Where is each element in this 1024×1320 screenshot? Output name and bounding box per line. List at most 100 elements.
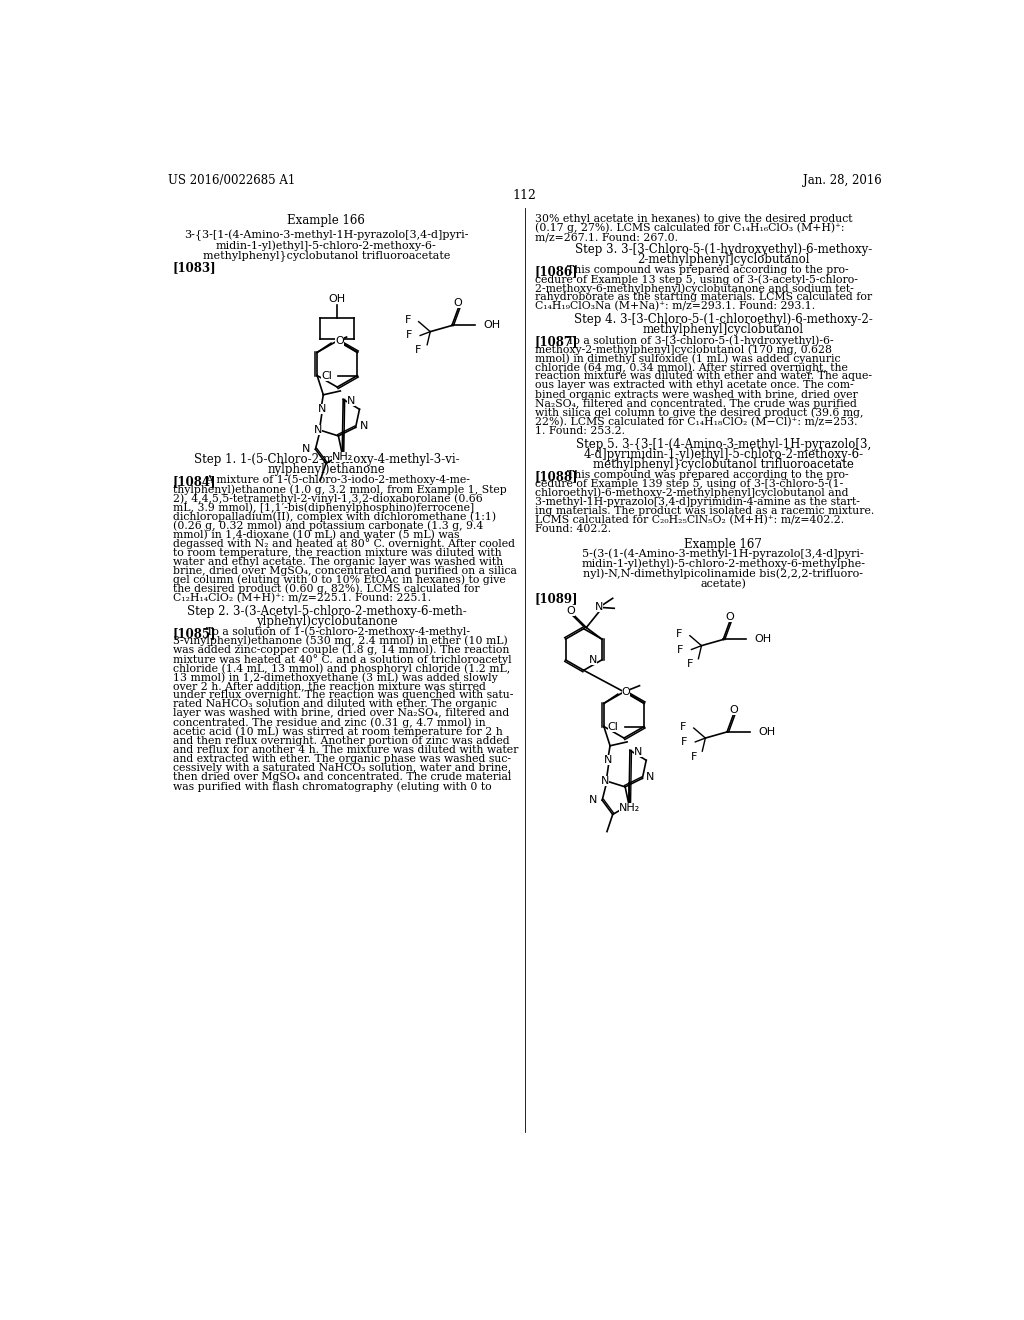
Text: C₁₄H₁₉ClO₃Na (M+Na)⁺: m/z=293.1. Found: 293.1.: C₁₄H₁₉ClO₃Na (M+Na)⁺: m/z=293.1. Found: … xyxy=(535,301,815,312)
Text: O: O xyxy=(729,705,737,714)
Text: acetate): acetate) xyxy=(700,578,746,589)
Text: the desired product (0.60 g, 82%). LCMS calculated for: the desired product (0.60 g, 82%). LCMS … xyxy=(173,583,479,594)
Text: midin-1-yl)ethyl)-5-chloro-2-methoxy-6-methylphe-: midin-1-yl)ethyl)-5-chloro-2-methoxy-6-m… xyxy=(582,558,865,569)
Text: To a solution of 3-[3-chloro-5-(1-hydroxyethyl)-6-: To a solution of 3-[3-chloro-5-(1-hydrox… xyxy=(567,335,835,346)
Text: F: F xyxy=(677,644,684,655)
Text: water and ethyl acetate. The organic layer was washed with: water and ethyl acetate. The organic lay… xyxy=(173,557,503,566)
Text: 3-methyl-1H-pyrazolo[3,4-d]pyrimidin-4-amine as the start-: 3-methyl-1H-pyrazolo[3,4-d]pyrimidin-4-a… xyxy=(535,496,860,507)
Text: O: O xyxy=(725,612,734,622)
Text: 3-vinylphenyl)ethanone (530 mg, 2.4 mmol) in ether (10 mL): 3-vinylphenyl)ethanone (530 mg, 2.4 mmol… xyxy=(173,636,508,647)
Text: then dried over MgSO₄ and concentrated. The crude material: then dried over MgSO₄ and concentrated. … xyxy=(173,772,511,781)
Text: was purified with flash chromatography (eluting with 0 to: was purified with flash chromatography (… xyxy=(173,781,492,792)
Text: methoxy-2-methylphenyl]cyclobutanol (170 mg, 0.628: methoxy-2-methylphenyl]cyclobutanol (170… xyxy=(535,345,831,355)
Text: brine, dried over MgSO₄, concentrated and purified on a silica: brine, dried over MgSO₄, concentrated an… xyxy=(173,566,517,576)
Text: dichloropalladium(II), complex with dichloromethane (1:1): dichloropalladium(II), complex with dich… xyxy=(173,511,496,521)
Text: m/z=267.1. Found: 267.0.: m/z=267.1. Found: 267.0. xyxy=(535,232,678,242)
Text: N: N xyxy=(600,776,609,787)
Text: concentrated. The residue and zinc (0.31 g, 4.7 mmol) in: concentrated. The residue and zinc (0.31… xyxy=(173,718,485,729)
Text: 112: 112 xyxy=(513,189,537,202)
Text: mmol) in dimethyl sulfoxide (1 mL) was added cyanuric: mmol) in dimethyl sulfoxide (1 mL) was a… xyxy=(535,354,841,364)
Text: Found: 402.2.: Found: 402.2. xyxy=(535,524,611,535)
Text: 3-{3-[1-(4-Amino-3-methyl-1H-pyrazolo[3,4-d]pyri-: 3-{3-[1-(4-Amino-3-methyl-1H-pyrazolo[3,… xyxy=(184,230,469,242)
Text: thylphenyl)ethanone (1.0 g, 3.2 mmol, from Example 1, Step: thylphenyl)ethanone (1.0 g, 3.2 mmol, fr… xyxy=(173,484,507,495)
Text: N: N xyxy=(589,795,597,805)
Text: F: F xyxy=(404,315,411,325)
Text: with silica gel column to give the desired product (39.6 mg,: with silica gel column to give the desir… xyxy=(535,408,863,418)
Text: degassed with N₂ and heated at 80° C. overnight. After cooled: degassed with N₂ and heated at 80° C. ov… xyxy=(173,539,515,549)
Text: F: F xyxy=(687,659,693,669)
Text: rahydroborate as the starting materials. LCMS calculated for: rahydroborate as the starting materials.… xyxy=(535,292,872,302)
Text: O: O xyxy=(566,606,575,615)
Text: This compound was prepared according to the pro-: This compound was prepared according to … xyxy=(567,265,849,275)
Text: Jan. 28, 2016: Jan. 28, 2016 xyxy=(803,174,882,187)
Text: N: N xyxy=(595,602,603,611)
Text: N: N xyxy=(359,421,368,430)
Text: This compound was prepared according to the pro-: This compound was prepared according to … xyxy=(567,470,849,479)
Text: chloride (1.4 mL, 13 mmol) and phosphoryl chloride (1.2 mL,: chloride (1.4 mL, 13 mmol) and phosphory… xyxy=(173,663,510,673)
Text: F: F xyxy=(681,737,687,747)
Text: nyl)-N,N-dimethylpicolinamide bis(2,2,2-trifluoro-: nyl)-N,N-dimethylpicolinamide bis(2,2,2-… xyxy=(584,569,863,579)
Text: 2-methylphenyl]cyclobutanol: 2-methylphenyl]cyclobutanol xyxy=(637,253,809,267)
Text: (0.26 g, 0.32 mmol) and potassium carbonate (1.3 g, 9.4: (0.26 g, 0.32 mmol) and potassium carbon… xyxy=(173,520,483,531)
Text: under reflux overnight. The reaction was quenched with satu-: under reflux overnight. The reaction was… xyxy=(173,690,513,701)
Text: OH: OH xyxy=(329,294,346,305)
Text: ing materials. The product was isolated as a racemic mixture.: ing materials. The product was isolated … xyxy=(535,506,874,516)
Text: O: O xyxy=(454,298,463,308)
Text: mL, 3.9 mmol), [1,1′-bis(diphenylphosphino)ferrocene]: mL, 3.9 mmol), [1,1′-bis(diphenylphosphi… xyxy=(173,502,474,512)
Text: OH: OH xyxy=(758,727,775,737)
Text: [1083]: [1083] xyxy=(173,261,216,275)
Text: and then reflux overnight. Another portion of zinc was added: and then reflux overnight. Another porti… xyxy=(173,735,510,746)
Text: US 2016/0022685 A1: US 2016/0022685 A1 xyxy=(168,174,296,187)
Text: A mixture of 1-(5-chloro-3-iodo-2-methoxy-4-me-: A mixture of 1-(5-chloro-3-iodo-2-methox… xyxy=(206,475,470,486)
Text: ous layer was extracted with ethyl acetate once. The com-: ous layer was extracted with ethyl aceta… xyxy=(535,380,853,391)
Text: mixture was heated at 40° C. and a solution of trichloroacetyl: mixture was heated at 40° C. and a solut… xyxy=(173,653,512,665)
Text: over 2 h. After addition, the reaction mixture was stirred: over 2 h. After addition, the reaction m… xyxy=(173,681,485,692)
Text: 4-d]pyrimidin-1-yl)ethyl]-5-chloro-2-methoxy-6-: 4-d]pyrimidin-1-yl)ethyl]-5-chloro-2-met… xyxy=(583,447,863,461)
Text: N: N xyxy=(347,396,355,407)
Text: [1085]: [1085] xyxy=(173,627,216,640)
Text: 2), 4,4,5,5-tetramethyl-2-vinyl-1,3,2-dioxaborolane (0.66: 2), 4,4,5,5-tetramethyl-2-vinyl-1,3,2-di… xyxy=(173,494,482,504)
Text: Step 3. 3-[3-Chloro-5-(1-hydroxyethyl)-6-methoxy-: Step 3. 3-[3-Chloro-5-(1-hydroxyethyl)-6… xyxy=(574,243,871,256)
Text: reaction mixture was diluted with ether and water. The aque-: reaction mixture was diluted with ether … xyxy=(535,371,871,381)
Text: rated NaHCO₃ solution and diluted with ether. The organic: rated NaHCO₃ solution and diluted with e… xyxy=(173,700,497,709)
Text: N: N xyxy=(589,655,597,665)
Text: To a solution of 1-(5-chloro-2-methoxy-4-methyl-: To a solution of 1-(5-chloro-2-methoxy-4… xyxy=(206,627,469,638)
Text: 2-methoxy-6-methylphenyl)cyclobutanone and sodium tet-: 2-methoxy-6-methylphenyl)cyclobutanone a… xyxy=(535,282,854,294)
Text: and extracted with ether. The organic phase was washed suc-: and extracted with ether. The organic ph… xyxy=(173,754,511,764)
Text: midin-1-yl)ethyl]-5-chloro-2-methoxy-6-: midin-1-yl)ethyl]-5-chloro-2-methoxy-6- xyxy=(216,240,437,251)
Text: bined organic extracts were washed with brine, dried over: bined organic extracts were washed with … xyxy=(535,389,858,400)
Text: methylphenyl}cyclobutanol trifluoroacetate: methylphenyl}cyclobutanol trifluoroaceta… xyxy=(203,249,451,261)
Text: Example 167: Example 167 xyxy=(684,537,762,550)
Text: OH: OH xyxy=(483,321,500,330)
Text: [1087]: [1087] xyxy=(535,335,579,348)
Text: nylphenyl)ethanone: nylphenyl)ethanone xyxy=(267,462,385,475)
Text: cessively with a saturated NaHCO₃ solution, water and brine,: cessively with a saturated NaHCO₃ soluti… xyxy=(173,763,511,774)
Text: [1089]: [1089] xyxy=(535,591,579,605)
Text: chloride (64 mg, 0.34 mmol). After stirred overnight, the: chloride (64 mg, 0.34 mmol). After stirr… xyxy=(535,362,848,372)
Text: Cl: Cl xyxy=(321,371,332,380)
Text: [1084]: [1084] xyxy=(173,475,216,488)
Text: 22%). LCMS calculated for C₁₄H₁₈ClO₂ (M−Cl)⁺: m/z=253.: 22%). LCMS calculated for C₁₄H₁₈ClO₂ (M−… xyxy=(535,417,857,428)
Text: 30% ethyl acetate in hexanes) to give the desired product: 30% ethyl acetate in hexanes) to give th… xyxy=(535,214,852,224)
Text: F: F xyxy=(407,330,413,341)
Text: methylphenyl}cyclobutanol trifluoroacetate: methylphenyl}cyclobutanol trifluoroaceta… xyxy=(593,458,854,471)
Text: Example 166: Example 166 xyxy=(288,214,366,227)
Text: NH₂: NH₂ xyxy=(332,453,353,462)
Text: [1086]: [1086] xyxy=(535,265,579,279)
Text: mmol) in 1,4-dioxane (10 mL) and water (5 mL) was: mmol) in 1,4-dioxane (10 mL) and water (… xyxy=(173,529,460,540)
Text: and reflux for another 4 h. The mixture was diluted with water: and reflux for another 4 h. The mixture … xyxy=(173,744,518,755)
Text: F: F xyxy=(690,751,697,762)
Text: 1. Found: 253.2.: 1. Found: 253.2. xyxy=(535,426,625,436)
Text: O: O xyxy=(622,686,631,697)
Text: N: N xyxy=(302,445,310,454)
Text: F: F xyxy=(676,630,682,639)
Text: N: N xyxy=(646,772,654,781)
Text: gel column (eluting with 0 to 10% EtOAc in hexanes) to give: gel column (eluting with 0 to 10% EtOAc … xyxy=(173,574,506,585)
Text: Step 4. 3-[3-Chloro-5-(1-chloroethyl)-6-methoxy-2-: Step 4. 3-[3-Chloro-5-(1-chloroethyl)-6-… xyxy=(573,313,872,326)
Text: cedure of Example 13 step 5, using of 3-(3-acetyl-5-chloro-: cedure of Example 13 step 5, using of 3-… xyxy=(535,275,858,285)
Text: N: N xyxy=(317,404,326,413)
Text: 13 mmol) in 1,2-dimethoxyethane (3 mL) was added slowly: 13 mmol) in 1,2-dimethoxyethane (3 mL) w… xyxy=(173,672,498,682)
Text: N: N xyxy=(634,747,642,756)
Text: methylphenyl]cyclobutanol: methylphenyl]cyclobutanol xyxy=(643,323,804,337)
Text: [1088]: [1088] xyxy=(535,470,579,483)
